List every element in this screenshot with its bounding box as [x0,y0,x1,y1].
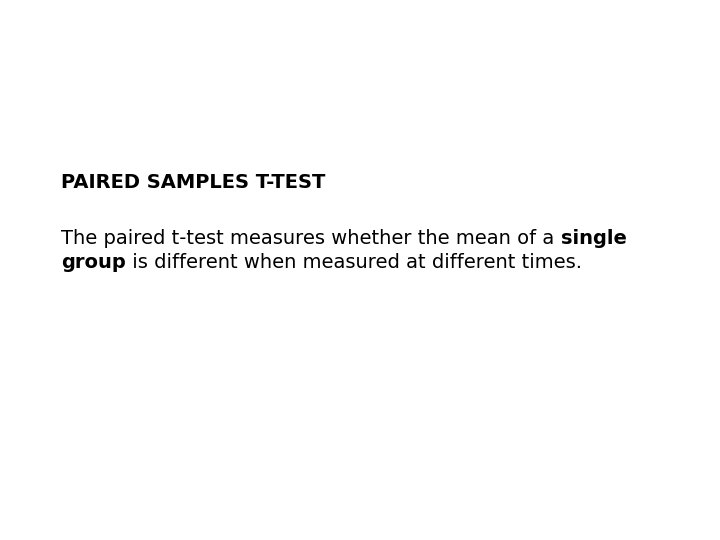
Text: The paired t-test measures whether the mean of a: The paired t-test measures whether the m… [61,230,561,248]
Text: is different when measured at different times.: is different when measured at different … [126,253,582,272]
Text: single: single [561,230,626,248]
Text: PAIRED SAMPLES T-TEST: PAIRED SAMPLES T-TEST [61,173,325,192]
Text: group: group [61,253,126,272]
